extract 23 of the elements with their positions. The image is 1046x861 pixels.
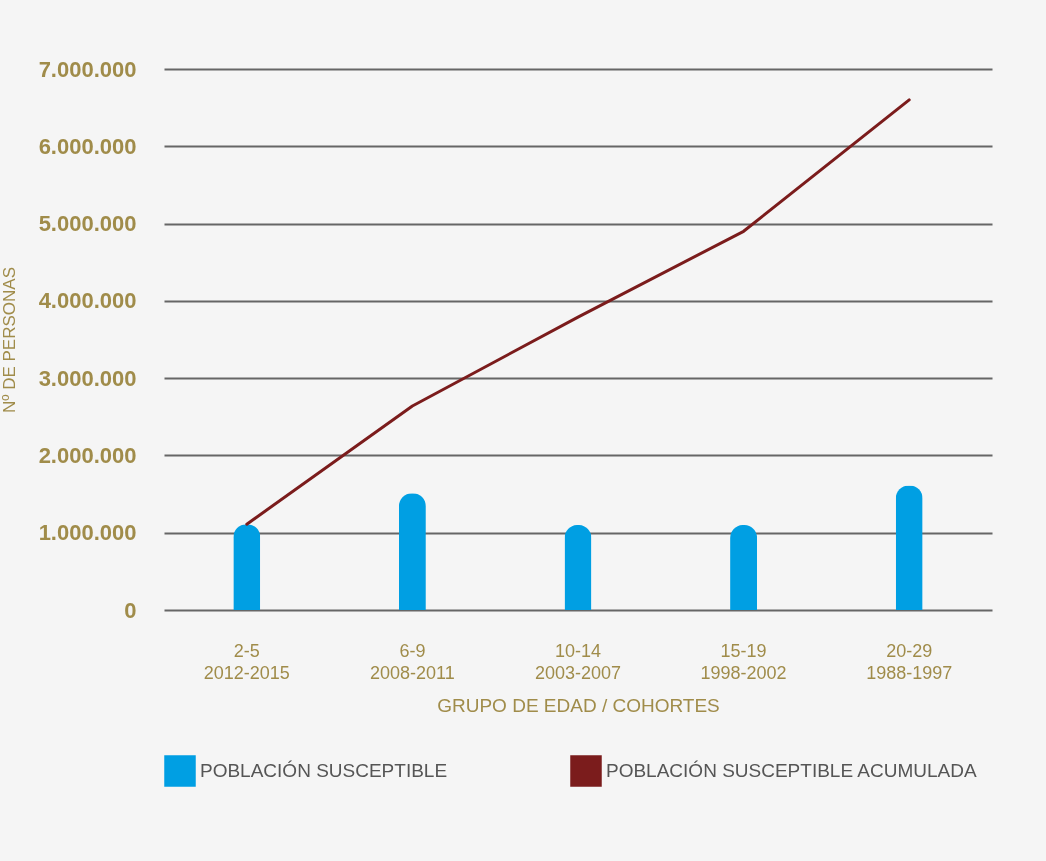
x-tick-label: 6-9 2008-2011 bbox=[370, 640, 455, 683]
y-tick-label: 4.000.000 bbox=[38, 288, 137, 314]
y-axis-title: Nº DE PERSONAS bbox=[0, 266, 19, 414]
bar bbox=[895, 485, 923, 610]
y-tick-label: 2.000.000 bbox=[38, 442, 137, 468]
y-tick-label: 1.000.000 bbox=[38, 520, 137, 546]
legend-label: POBLACIÓN SUSCEPTIBLE bbox=[200, 760, 448, 781]
line-series bbox=[245, 98, 911, 526]
y-tick-label: 6.000.000 bbox=[38, 133, 137, 159]
bar bbox=[730, 524, 758, 610]
bar bbox=[398, 493, 426, 610]
x-tick-label: 20-29 1988-1997 bbox=[866, 640, 953, 683]
y-tick-label: 7.000.000 bbox=[38, 56, 137, 82]
bar bbox=[233, 524, 261, 610]
x-tick-label: 2-5 2012-2015 bbox=[203, 640, 290, 683]
y-tick-label: 0 bbox=[124, 597, 137, 623]
legend-label: POBLACIÓN SUSCEPTIBLE ACUMULADA bbox=[606, 760, 977, 781]
y-tick-label: 5.000.000 bbox=[38, 211, 137, 237]
y-tick-label: 3.000.000 bbox=[38, 365, 137, 391]
x-tick-label: 10-14 2003-2007 bbox=[534, 640, 622, 683]
bar bbox=[564, 524, 592, 610]
x-axis-title: GRUPO DE EDAD / COHORTES bbox=[437, 694, 720, 716]
x-tick-label: 15-19 1998-2002 bbox=[700, 640, 787, 683]
